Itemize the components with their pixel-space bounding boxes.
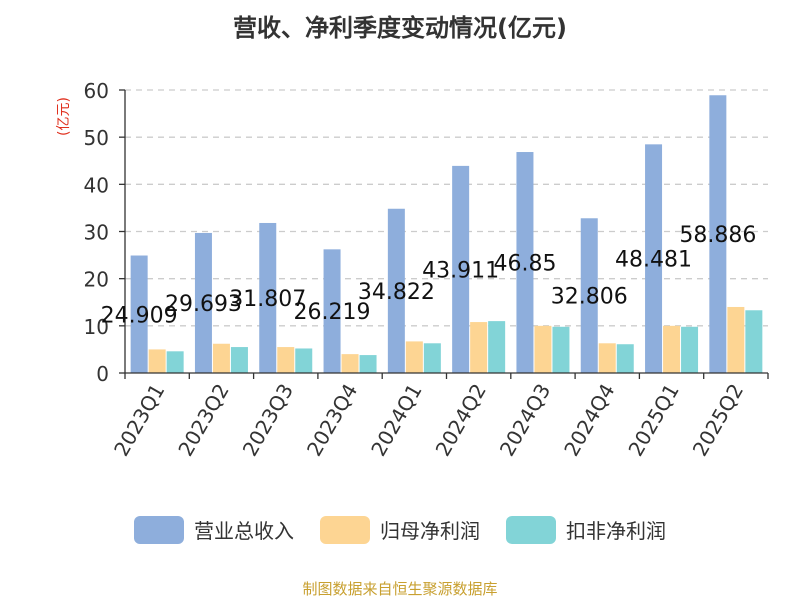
bar <box>359 355 377 373</box>
chart-title: 营收、净利季度变动情况(亿元) <box>233 14 567 42</box>
bar <box>516 152 534 373</box>
bar <box>452 165 470 373</box>
bar <box>230 347 248 373</box>
grid-lines <box>125 89 768 327</box>
legend-label: 营业总收入 <box>194 519 294 543</box>
x-tick-label: 2024Q1 <box>366 380 426 461</box>
y-axis-label: (亿元) <box>56 97 72 136</box>
legend-swatch <box>506 515 556 544</box>
bar <box>341 354 359 373</box>
y-tick-label: 20 <box>84 268 109 292</box>
bar <box>534 325 552 373</box>
y-tick-label: 50 <box>84 126 109 150</box>
bar <box>148 349 166 373</box>
x-tick-label: 2025Q2 <box>688 380 748 461</box>
y-tick-label: 40 <box>84 173 109 197</box>
x-tick-label: 2025Q1 <box>623 380 683 461</box>
legend-swatch <box>320 515 370 544</box>
x-tick-label: 2024Q2 <box>431 380 491 461</box>
bar <box>709 95 727 373</box>
bars <box>130 95 763 373</box>
x-tick-label: 2024Q3 <box>495 380 555 461</box>
x-tick-label: 2023Q4 <box>302 380 362 461</box>
bar <box>727 306 745 373</box>
legend-item[interactable]: 扣非净利润 <box>506 515 666 544</box>
bar <box>580 218 598 373</box>
bar <box>259 222 277 373</box>
data-label: 43.911 <box>422 258 499 283</box>
y-tick-label: 10 <box>84 315 109 339</box>
source-note: 制图数据来自恒生聚源数据库 <box>302 580 498 598</box>
data-label: 24.909 <box>101 303 178 328</box>
bar <box>616 344 634 373</box>
bar <box>194 232 212 373</box>
x-tick-label: 2023Q1 <box>109 380 169 461</box>
bar <box>405 341 423 373</box>
bar <box>470 322 488 373</box>
bar <box>488 321 506 373</box>
bar <box>323 249 341 373</box>
bar <box>166 351 184 373</box>
bar <box>387 208 405 373</box>
bar <box>645 144 663 373</box>
legend-item[interactable]: 归母净利润 <box>320 515 480 544</box>
legend-swatch <box>134 515 184 544</box>
legend-item[interactable]: 营业总收入 <box>134 515 294 544</box>
data-labels: 24.90929.69331.80726.21934.82243.91146.8… <box>101 223 757 328</box>
bar <box>598 343 616 373</box>
data-label: 29.693 <box>165 292 242 317</box>
data-label: 31.807 <box>229 287 306 312</box>
bar <box>552 326 570 373</box>
bar <box>745 310 763 373</box>
bar <box>277 347 295 373</box>
bar <box>212 343 230 373</box>
legend: 营业总收入 归母净利润 扣非净利润 <box>0 515 800 544</box>
x-tick-label: 2023Q3 <box>238 380 298 461</box>
bar <box>295 348 313 373</box>
data-label: 34.822 <box>358 280 435 305</box>
data-label: 26.219 <box>294 300 371 325</box>
y-tick-label: 30 <box>84 221 109 245</box>
y-tick-label: 0 <box>96 362 109 386</box>
bar <box>423 343 441 373</box>
x-tick-label: 2023Q2 <box>173 380 233 461</box>
bar <box>681 326 699 373</box>
bar <box>130 255 148 373</box>
bar <box>663 325 681 373</box>
data-label: 58.886 <box>679 223 756 248</box>
data-label: 48.481 <box>615 248 692 273</box>
data-label: 46.85 <box>493 252 556 277</box>
y-tick-label: 60 <box>84 79 109 103</box>
legend-label: 归母净利润 <box>380 519 480 543</box>
data-label: 32.806 <box>551 285 628 310</box>
x-tick-label: 2024Q4 <box>559 380 619 461</box>
legend-label: 扣非净利润 <box>566 519 666 543</box>
